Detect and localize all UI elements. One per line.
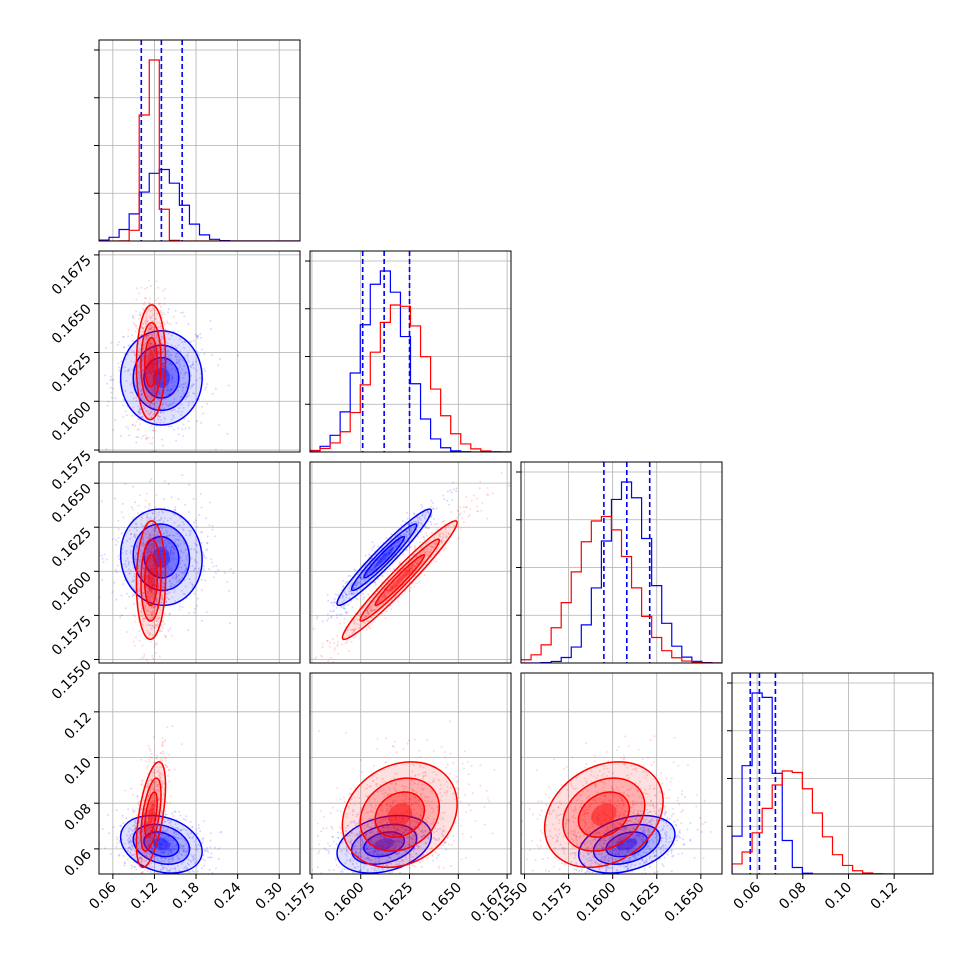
histogram-1	[99, 59, 300, 241]
y-tick-label: 0.1675	[49, 252, 95, 298]
y-tick-label: 0.1575	[49, 613, 95, 659]
y-tick-label: 0.1625	[49, 350, 95, 396]
contour-level	[387, 803, 413, 826]
histogram-1	[732, 770, 933, 874]
y-tick-label: 0.06	[61, 846, 94, 879]
panel-frame	[520, 461, 723, 664]
contour-level	[143, 831, 180, 858]
panel-frame	[520, 672, 723, 875]
histogram-panel-3: 0.06 0.08 0.10 0.12	[727, 672, 934, 913]
y-tick-label: 0.1650	[49, 301, 95, 347]
histogram-panel-2	[516, 461, 723, 664]
x-tick-label: 0.12	[868, 880, 901, 913]
scatter-panel-3-1: 0.1575 0.1600 0.1625 0.1650 0.1675	[273, 672, 514, 926]
x-tick-label: 0.1650	[662, 880, 708, 926]
y-tick-label: 0.1550	[49, 657, 95, 703]
y-tick-label: 0.12	[61, 709, 94, 742]
contour-level	[577, 791, 631, 838]
contour-level	[143, 336, 158, 388]
contour-level	[147, 349, 155, 375]
x-tick-label: 0.18	[170, 880, 203, 913]
contour-level	[341, 761, 458, 869]
panel-frame	[98, 672, 301, 875]
contour-level	[143, 553, 158, 607]
x-tick-label: 0.1625	[370, 880, 416, 926]
contour-level	[543, 761, 664, 869]
sample-points-1	[521, 735, 712, 874]
scatter-panel-3-0: 0.06 0.12 0.18 0.24 0.300.060.080.100.12	[61, 672, 301, 913]
x-tick-label: 0.06	[86, 879, 119, 912]
x-tick-label: 0.08	[776, 880, 809, 913]
contour-level	[341, 520, 458, 641]
histogram-0	[521, 481, 722, 663]
x-tick-label: 0.1600	[322, 880, 368, 926]
contour-level	[591, 803, 617, 826]
contour-level	[143, 791, 158, 838]
histogram-1	[521, 515, 722, 663]
x-tick-label: 0.1625	[618, 880, 664, 926]
histogram-0	[310, 270, 511, 452]
x-tick-label: 0.06	[731, 879, 764, 912]
contour-level	[140, 321, 162, 403]
contour-level	[363, 535, 406, 579]
x-tick-label: 0.1650	[419, 880, 465, 926]
panel-frame	[731, 672, 934, 875]
contour-level	[140, 538, 162, 622]
contour-level	[359, 777, 441, 852]
contour-level	[147, 803, 155, 826]
panel-frame	[98, 250, 301, 453]
contour-level	[336, 508, 433, 607]
x-tick-label: 0.12	[128, 880, 161, 913]
x-tick-label: 0.10	[822, 880, 855, 913]
contour-level	[140, 777, 162, 852]
y-tick-label: 0.08	[61, 801, 94, 834]
x-tick-label: 0.1575	[529, 880, 575, 926]
histogram-1	[310, 304, 511, 452]
y-tick-label: 0.1625	[49, 525, 95, 571]
contour-level	[143, 535, 180, 579]
contour-level	[147, 567, 155, 593]
histogram-panel-0	[94, 39, 301, 242]
sample-points-0	[541, 793, 707, 874]
y-tick-label: 0.1600	[49, 569, 95, 615]
x-tick-label: 0.1600	[574, 880, 620, 926]
contour-level	[387, 567, 413, 593]
contour-level	[374, 791, 426, 838]
panel-frame	[309, 672, 512, 875]
contour-level	[577, 814, 676, 874]
contour-level	[374, 838, 395, 851]
panel-frame	[98, 39, 301, 242]
y-tick-label: 0.1600	[49, 399, 95, 445]
panel-frame	[98, 461, 301, 664]
contour-level	[135, 761, 167, 869]
sample-points-0	[99, 474, 235, 632]
contour-level	[616, 838, 638, 851]
contour-level	[350, 523, 418, 592]
contour-level	[359, 538, 441, 622]
y-tick-label: 0.10	[61, 755, 94, 788]
histogram-0	[732, 692, 933, 874]
panel-frame	[309, 461, 512, 664]
x-tick-label: 0.24	[211, 879, 244, 912]
histogram-panel-1	[305, 250, 512, 453]
scatter-panel-2-1	[309, 461, 512, 664]
contour-level	[374, 546, 395, 568]
contour-level	[132, 344, 191, 412]
contour-level	[374, 553, 426, 607]
panel-frame	[309, 250, 512, 453]
sample-points-0	[316, 783, 486, 874]
